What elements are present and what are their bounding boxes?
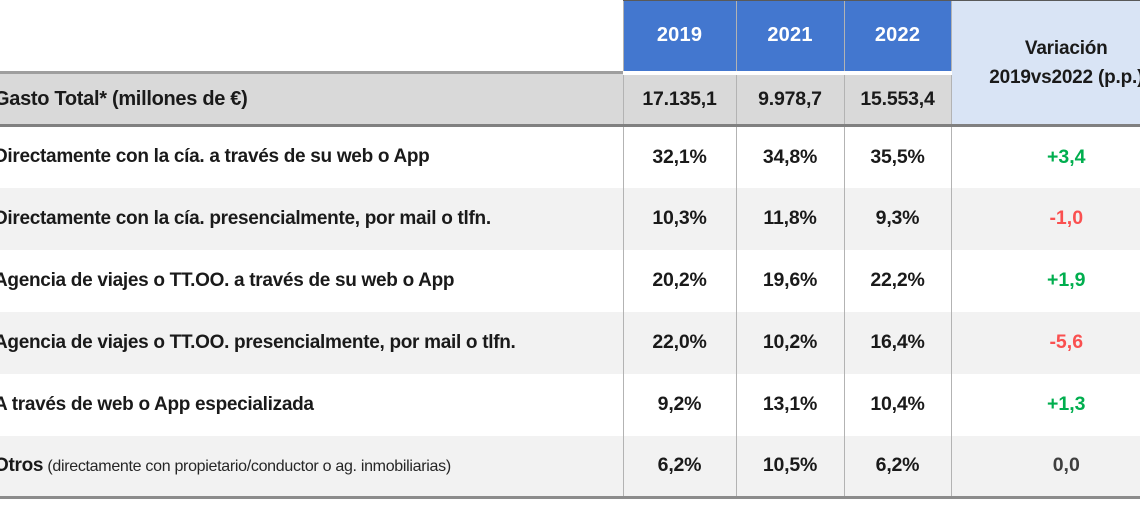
category-row-agency-presential: Agencia de viajes o TT.OO. presencialmen…: [0, 311, 1140, 374]
category-row-specialized-app: A través de web o App especializada 9,2%…: [0, 373, 1140, 436]
value-2019: 6,2%: [622, 435, 736, 499]
variation-value: +1,9: [950, 249, 1140, 312]
value-2019: 20,2%: [622, 249, 736, 312]
value-2021: 10,5%: [735, 435, 844, 499]
value-2019: 32,1%: [622, 125, 736, 188]
variation-value: -1,0: [950, 187, 1140, 250]
variation-value: 0,0: [950, 435, 1140, 499]
category-row-agency-web: Agencia de viajes o TT.OO. a través de s…: [0, 249, 1140, 312]
variation-column-header: Variación 2019vs2022 (p.p.): [950, 0, 1140, 127]
value-2021: 13,1%: [735, 373, 844, 436]
empty-corner-cell: [0, 0, 623, 74]
variation-header-line2: 2019vs2022 (p.p.): [989, 66, 1140, 88]
variation-value: -5,6: [950, 311, 1140, 374]
variation-header-line1: Variación: [1024, 37, 1108, 59]
variation-value: +1,3: [950, 373, 1140, 436]
total-row-label: Gasto Total* (millones de €): [0, 72, 623, 127]
total-value-2019: 17.135,1: [622, 72, 736, 127]
row-label: Agencia de viajes o TT.OO. presencialmen…: [0, 331, 516, 353]
value-2021: 11,8%: [735, 187, 844, 250]
year-header-2022: 2022: [843, 0, 951, 75]
category-row-others: Otros (directamente con propietario/cond…: [0, 435, 1140, 499]
value-2022: 22,2%: [843, 249, 951, 312]
value-2021: 19,6%: [735, 249, 844, 312]
category-row-direct-presential: Directamente con la cía. presencialmente…: [0, 187, 1140, 250]
total-value-2021: 9.978,7: [735, 72, 844, 127]
value-2021: 10,2%: [735, 311, 844, 374]
value-2022: 9,3%: [843, 187, 951, 250]
year-header-2021: 2021: [735, 0, 844, 75]
value-2022: 35,5%: [843, 125, 951, 188]
row-label: Otros: [0, 454, 44, 476]
variation-value: +3,4: [950, 125, 1140, 188]
value-2022: 10,4%: [843, 373, 951, 436]
year-header-2019: 2019: [622, 0, 736, 75]
row-label: Agencia de viajes o TT.OO. a través de s…: [0, 269, 455, 291]
category-row-direct-web: Directamente con la cía. a través de su …: [0, 125, 1140, 188]
value-2022: 16,4%: [843, 311, 951, 374]
table-header-row: 2019 2021 2022 Variación 2019vs2022 (p.p…: [0, 0, 1140, 127]
value-2019: 9,2%: [622, 373, 736, 436]
total-row: Gasto Total* (millones de €) 17.135,1 9.…: [0, 72, 1140, 127]
value-2019: 22,0%: [622, 311, 736, 374]
value-2022: 6,2%: [843, 435, 951, 499]
row-label: Directamente con la cía. presencialmente…: [0, 207, 491, 229]
total-value-2022: 15.553,4: [843, 72, 951, 127]
row-label-note: (directamente con propietario/conductor …: [43, 457, 451, 475]
value-2019: 10,3%: [622, 187, 736, 250]
row-label: Directamente con la cía. a través de su …: [0, 146, 430, 168]
value-2021: 34,8%: [735, 125, 844, 188]
row-label: A través de web o App especializada: [0, 393, 314, 415]
